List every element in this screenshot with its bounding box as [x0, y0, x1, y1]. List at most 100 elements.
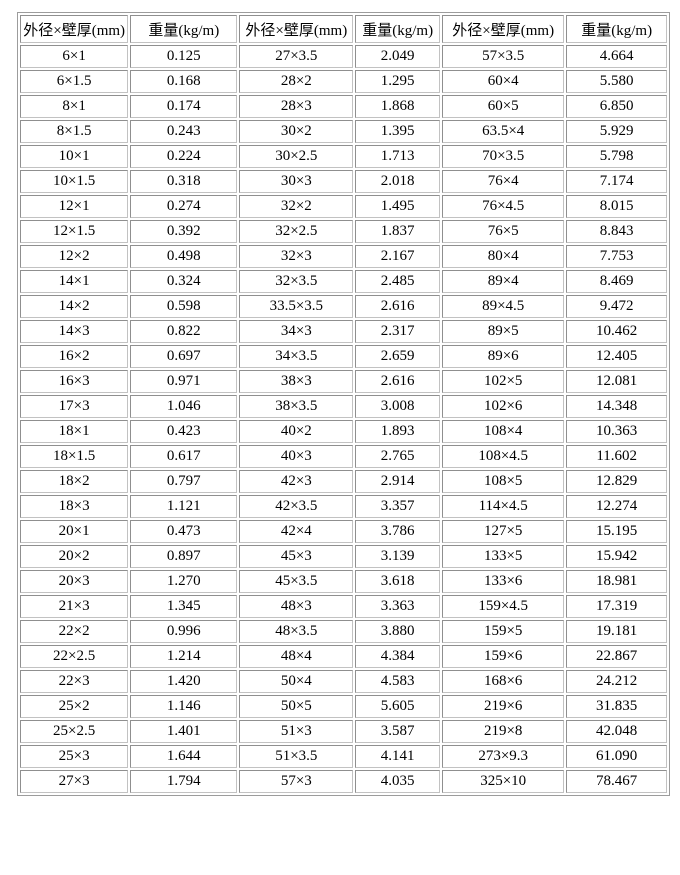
weight-cell: 1.214	[130, 645, 238, 668]
size-cell: 20×1	[20, 520, 129, 543]
weight-cell: 0.324	[130, 270, 238, 293]
table-row: 25×2.5 1.401 51×3 3.587 219×8 42.048	[20, 720, 667, 743]
weight-cell: 7.753	[566, 245, 667, 268]
weight-cell: 24.212	[566, 670, 667, 693]
size-cell: 25×2.5	[20, 720, 129, 743]
table-body: 6×1 0.125 27×3.5 2.049 57×3.5 4.664 6×1.5 0.168…	[20, 45, 667, 793]
size-cell: 18×2	[20, 470, 129, 493]
weight-cell: 0.971	[130, 370, 238, 393]
size-cell: 102×5	[442, 370, 565, 393]
weight-cell: 1.420	[130, 670, 238, 693]
weight-cell: 10.462	[566, 320, 667, 343]
size-cell: 45×3.5	[239, 570, 354, 593]
size-cell: 6×1	[20, 45, 129, 68]
size-cell: 42×3.5	[239, 495, 354, 518]
table-row: 20×3 1.270 45×3.5 3.618 133×6 18.981	[20, 570, 667, 593]
table-row: 14×3 0.822 34×3 2.317 89×5 10.462	[20, 320, 667, 343]
size-cell: 108×4	[442, 420, 565, 443]
weight-cell: 3.357	[355, 495, 441, 518]
size-cell: 22×2	[20, 620, 129, 643]
weight-cell: 0.822	[130, 320, 238, 343]
size-cell: 34×3.5	[239, 345, 354, 368]
size-cell: 17×3	[20, 395, 129, 418]
weight-cell: 3.363	[355, 595, 441, 618]
size-cell: 30×2	[239, 120, 354, 143]
weight-cell: 3.880	[355, 620, 441, 643]
weight-cell: 0.498	[130, 245, 238, 268]
size-cell: 18×3	[20, 495, 129, 518]
weight-cell: 3.587	[355, 720, 441, 743]
table-row: 22×2.5 1.214 48×4 4.384 159×6 22.867	[20, 645, 667, 668]
size-cell: 76×4	[442, 170, 565, 193]
size-cell: 159×4.5	[442, 595, 565, 618]
table-row: 10×1 0.224 30×2.5 1.713 70×3.5 5.798	[20, 145, 667, 168]
weight-cell: 42.048	[566, 720, 667, 743]
weight-cell: 1.644	[130, 745, 238, 768]
weight-cell: 2.317	[355, 320, 441, 343]
size-cell: 32×3	[239, 245, 354, 268]
weight-cell: 0.168	[130, 70, 238, 93]
weight-cell: 4.384	[355, 645, 441, 668]
weight-cell: 2.018	[355, 170, 441, 193]
weight-cell: 1.395	[355, 120, 441, 143]
weight-cell: 15.942	[566, 545, 667, 568]
weight-cell: 1.121	[130, 495, 238, 518]
size-cell: 18×1	[20, 420, 129, 443]
table-row: 18×1.5 0.617 40×3 2.765 108×4.5 11.602	[20, 445, 667, 468]
size-cell: 40×2	[239, 420, 354, 443]
size-cell: 22×3	[20, 670, 129, 693]
weight-cell: 9.472	[566, 295, 667, 318]
size-cell: 51×3	[239, 720, 354, 743]
weight-cell: 2.485	[355, 270, 441, 293]
size-cell: 33.5×3.5	[239, 295, 354, 318]
size-cell: 34×3	[239, 320, 354, 343]
table-row: 12×2 0.498 32×3 2.167 80×4 7.753	[20, 245, 667, 268]
size-cell: 50×4	[239, 670, 354, 693]
weight-cell: 8.469	[566, 270, 667, 293]
table-row: 20×2 0.897 45×3 3.139 133×5 15.942	[20, 545, 667, 568]
size-cell: 57×3	[239, 770, 354, 793]
header-cell-4: 重量(kg/m)	[355, 15, 441, 43]
table-row: 21×3 1.345 48×3 3.363 159×4.5 17.319	[20, 595, 667, 618]
table-row: 6×1.5 0.168 28×2 1.295 60×4 5.580	[20, 70, 667, 93]
size-cell: 6×1.5	[20, 70, 129, 93]
weight-cell: 6.850	[566, 95, 667, 118]
size-cell: 325×10	[442, 770, 565, 793]
weight-cell: 2.616	[355, 370, 441, 393]
table-row: 18×3 1.121 42×3.5 3.357 114×4.5 12.274	[20, 495, 667, 518]
weight-cell: 1.046	[130, 395, 238, 418]
weight-cell: 3.786	[355, 520, 441, 543]
weight-cell: 1.495	[355, 195, 441, 218]
weight-cell: 4.664	[566, 45, 667, 68]
weight-cell: 5.580	[566, 70, 667, 93]
size-cell: 108×4.5	[442, 445, 565, 468]
size-cell: 20×3	[20, 570, 129, 593]
weight-cell: 12.405	[566, 345, 667, 368]
weight-cell: 8.015	[566, 195, 667, 218]
size-cell: 45×3	[239, 545, 354, 568]
table-row: 20×1 0.473 42×4 3.786 127×5 15.195	[20, 520, 667, 543]
size-cell: 114×4.5	[442, 495, 565, 518]
size-cell: 18×1.5	[20, 445, 129, 468]
size-cell: 127×5	[442, 520, 565, 543]
size-cell: 159×6	[442, 645, 565, 668]
size-cell: 133×5	[442, 545, 565, 568]
size-cell: 28×2	[239, 70, 354, 93]
size-cell: 10×1	[20, 145, 129, 168]
weight-cell: 4.035	[355, 770, 441, 793]
size-cell: 8×1	[20, 95, 129, 118]
size-cell: 14×3	[20, 320, 129, 343]
size-cell: 42×4	[239, 520, 354, 543]
size-cell: 42×3	[239, 470, 354, 493]
weight-cell: 3.008	[355, 395, 441, 418]
weight-cell: 12.081	[566, 370, 667, 393]
size-cell: 89×5	[442, 320, 565, 343]
weight-cell: 1.868	[355, 95, 441, 118]
size-cell: 51×3.5	[239, 745, 354, 768]
size-cell: 22×2.5	[20, 645, 129, 668]
size-cell: 10×1.5	[20, 170, 129, 193]
size-cell: 60×4	[442, 70, 565, 93]
header-row: 外径×壁厚(mm) 重量(kg/m) 外径×壁厚(mm) 重量(kg/m) 外径×壁厚(…	[20, 15, 667, 43]
weight-cell: 31.835	[566, 695, 667, 718]
